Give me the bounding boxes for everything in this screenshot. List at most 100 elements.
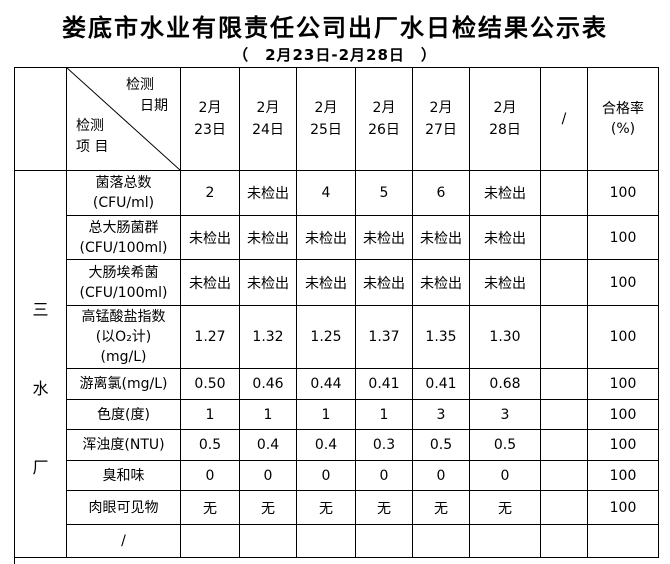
value-cell-5: 0.68: [469, 368, 541, 400]
pass-rate-cell: 100: [587, 170, 659, 216]
value-cell-2: 0.44: [296, 368, 356, 400]
corner-diagonal-cell: 检测 日期 检测项 目: [66, 67, 181, 171]
value-cell-4: 3: [412, 399, 470, 430]
slash-value-cell: [540, 259, 588, 306]
corner-item-label: 检测项 目: [76, 118, 109, 155]
value-cell-0: 无: [180, 490, 240, 525]
slash-value-cell: [540, 305, 588, 369]
value-cell-4: 未检出: [412, 215, 470, 260]
slash-value-cell: [540, 170, 588, 216]
value-cell-0: 未检出: [180, 259, 240, 306]
value-cell-1: 未检出: [239, 170, 297, 216]
plant-name-cell: 三水厂: [14, 170, 67, 558]
value-cell-2: 0.4: [296, 429, 356, 461]
value-cell-4: 6: [412, 170, 470, 216]
value-cell-3: 无: [355, 490, 413, 525]
value-cell-1: 0: [239, 460, 297, 491]
value-cell-3: 未检出: [355, 259, 413, 306]
table-row: 高锰酸盐指数 (以O₂计) (mg/L) 1.27 1.32 1.25 1.37 1.35 1.…: [15, 305, 659, 369]
value-cell-2: 1.25: [296, 305, 356, 369]
value-cell-3: 1.37: [355, 305, 413, 369]
value-cell-5: 未检出: [469, 170, 541, 216]
value-cell-4: [412, 524, 470, 558]
param-name-cell: 臭和味: [66, 460, 181, 491]
value-cell-0: 1.27: [180, 305, 240, 369]
pass-rate-cell: 100: [587, 460, 659, 491]
date-header-cell-3: 2月 26日: [355, 67, 413, 171]
pass-rate-cell: [587, 524, 659, 558]
value-cell-1: 未检出: [239, 259, 297, 306]
value-cell-1: 未检出: [239, 215, 297, 260]
slash-value-cell: [540, 368, 588, 400]
date-header-cell-5: 2月 28日: [469, 67, 541, 171]
value-cell-3: 0: [355, 460, 413, 491]
pass-rate-cell: 100: [587, 368, 659, 400]
table-row: 游离氯(mg/L) 0.50 0.46 0.44 0.41 0.41 0.68 100: [15, 368, 659, 400]
value-cell-5: 0.5: [469, 429, 541, 461]
value-cell-2: 0: [296, 460, 356, 491]
value-cell-3: [355, 524, 413, 558]
diagonal-divider-line: [67, 68, 180, 170]
value-cell-3: 未检出: [355, 215, 413, 260]
table-row: 色度(度) 1 1 1 1 3 3 100: [15, 399, 659, 430]
value-cell-2: [296, 524, 356, 558]
value-cell-5: 未检出: [469, 259, 541, 306]
value-cell-3: 0.41: [355, 368, 413, 400]
pass-rate-cell: 100: [587, 429, 659, 461]
table-row: /: [15, 524, 659, 558]
param-name-cell: 大肠埃希菌 (CFU/100ml): [66, 259, 181, 306]
value-cell-1: 无: [239, 490, 297, 525]
slash-value-cell: [540, 399, 588, 430]
plant-header-empty-cell: [14, 67, 67, 171]
table-row: 肉眼可见物无无无无无无 100: [15, 490, 659, 525]
table-row: 三水厂菌落总数 (CFU/ml) 2 未检出 4 5 6 未检出 100: [14, 170, 659, 558]
value-cell-1: [239, 524, 297, 558]
value-cell-4: 0.5: [412, 429, 470, 461]
value-cell-0: 1: [180, 399, 240, 430]
date-range-subtitle: （ 2月23日-2月28日 ）: [233, 46, 437, 64]
plant-vertical-label: 三水厂: [32, 300, 49, 477]
slash-value-cell: [540, 429, 588, 461]
value-cell-4: 0.41: [412, 368, 470, 400]
value-cell-5: 1.30: [469, 305, 541, 369]
page-title: 娄底市水业有限责任公司出厂水日检结果公示表: [62, 14, 608, 42]
value-cell-5: 无: [469, 490, 541, 525]
value-cell-5: 0: [469, 460, 541, 491]
value-cell-0: [180, 524, 240, 558]
param-name-cell: /: [66, 524, 181, 558]
value-cell-4: 未检出: [412, 259, 470, 306]
param-name-cell: 浑浊度(NTU): [66, 429, 181, 461]
value-cell-1: 1.32: [239, 305, 297, 369]
value-cell-2: 未检出: [296, 259, 356, 306]
table-continuation-border: [14, 557, 15, 564]
date-header-cell-2: 2月 25日: [296, 67, 356, 171]
pass-rate-cell: 100: [587, 490, 659, 525]
slash-header-cell: /: [540, 67, 588, 171]
value-cell-3: 1: [355, 399, 413, 430]
value-cell-5: 3: [469, 399, 541, 430]
corner-date-label: 检测 日期: [126, 77, 168, 114]
table-row: 浑浊度(NTU) 0.5 0.4 0.4 0.3 0.5 0.5 100: [15, 429, 659, 461]
value-cell-0: 2: [180, 170, 240, 216]
pass-rate-cell: 100: [587, 259, 659, 306]
value-cell-1: 1: [239, 399, 297, 430]
value-cell-0: 0.50: [180, 368, 240, 400]
date-header-cell-4: 2月 27日: [412, 67, 470, 171]
pass-rate-header-cell: 合格率 (%): [587, 67, 659, 171]
date-header-cell-0: 2月 23日: [180, 67, 240, 171]
value-cell-4: 1.35: [412, 305, 470, 369]
slash-value-cell: [540, 460, 588, 491]
value-cell-0: 0.5: [180, 429, 240, 461]
value-cell-2: 无: [296, 490, 356, 525]
table-row: 臭和味 0 0 0 0 0 0 100: [15, 460, 659, 491]
slash-value-cell: [540, 524, 588, 558]
param-name-cell: 菌落总数 (CFU/ml): [66, 170, 181, 216]
value-cell-3: 0.3: [355, 429, 413, 461]
value-cell-5: [469, 524, 541, 558]
pass-rate-cell: 100: [587, 215, 659, 260]
table-row: 总大肠菌群 (CFU/100ml) 未检出 未检出 未检出 未检出 未检出 未检出 100: [15, 215, 659, 260]
slash-value-cell: [540, 490, 588, 525]
param-name-cell: 色度(度): [66, 399, 181, 430]
pass-rate-cell: 100: [587, 399, 659, 430]
value-cell-2: 1: [296, 399, 356, 430]
